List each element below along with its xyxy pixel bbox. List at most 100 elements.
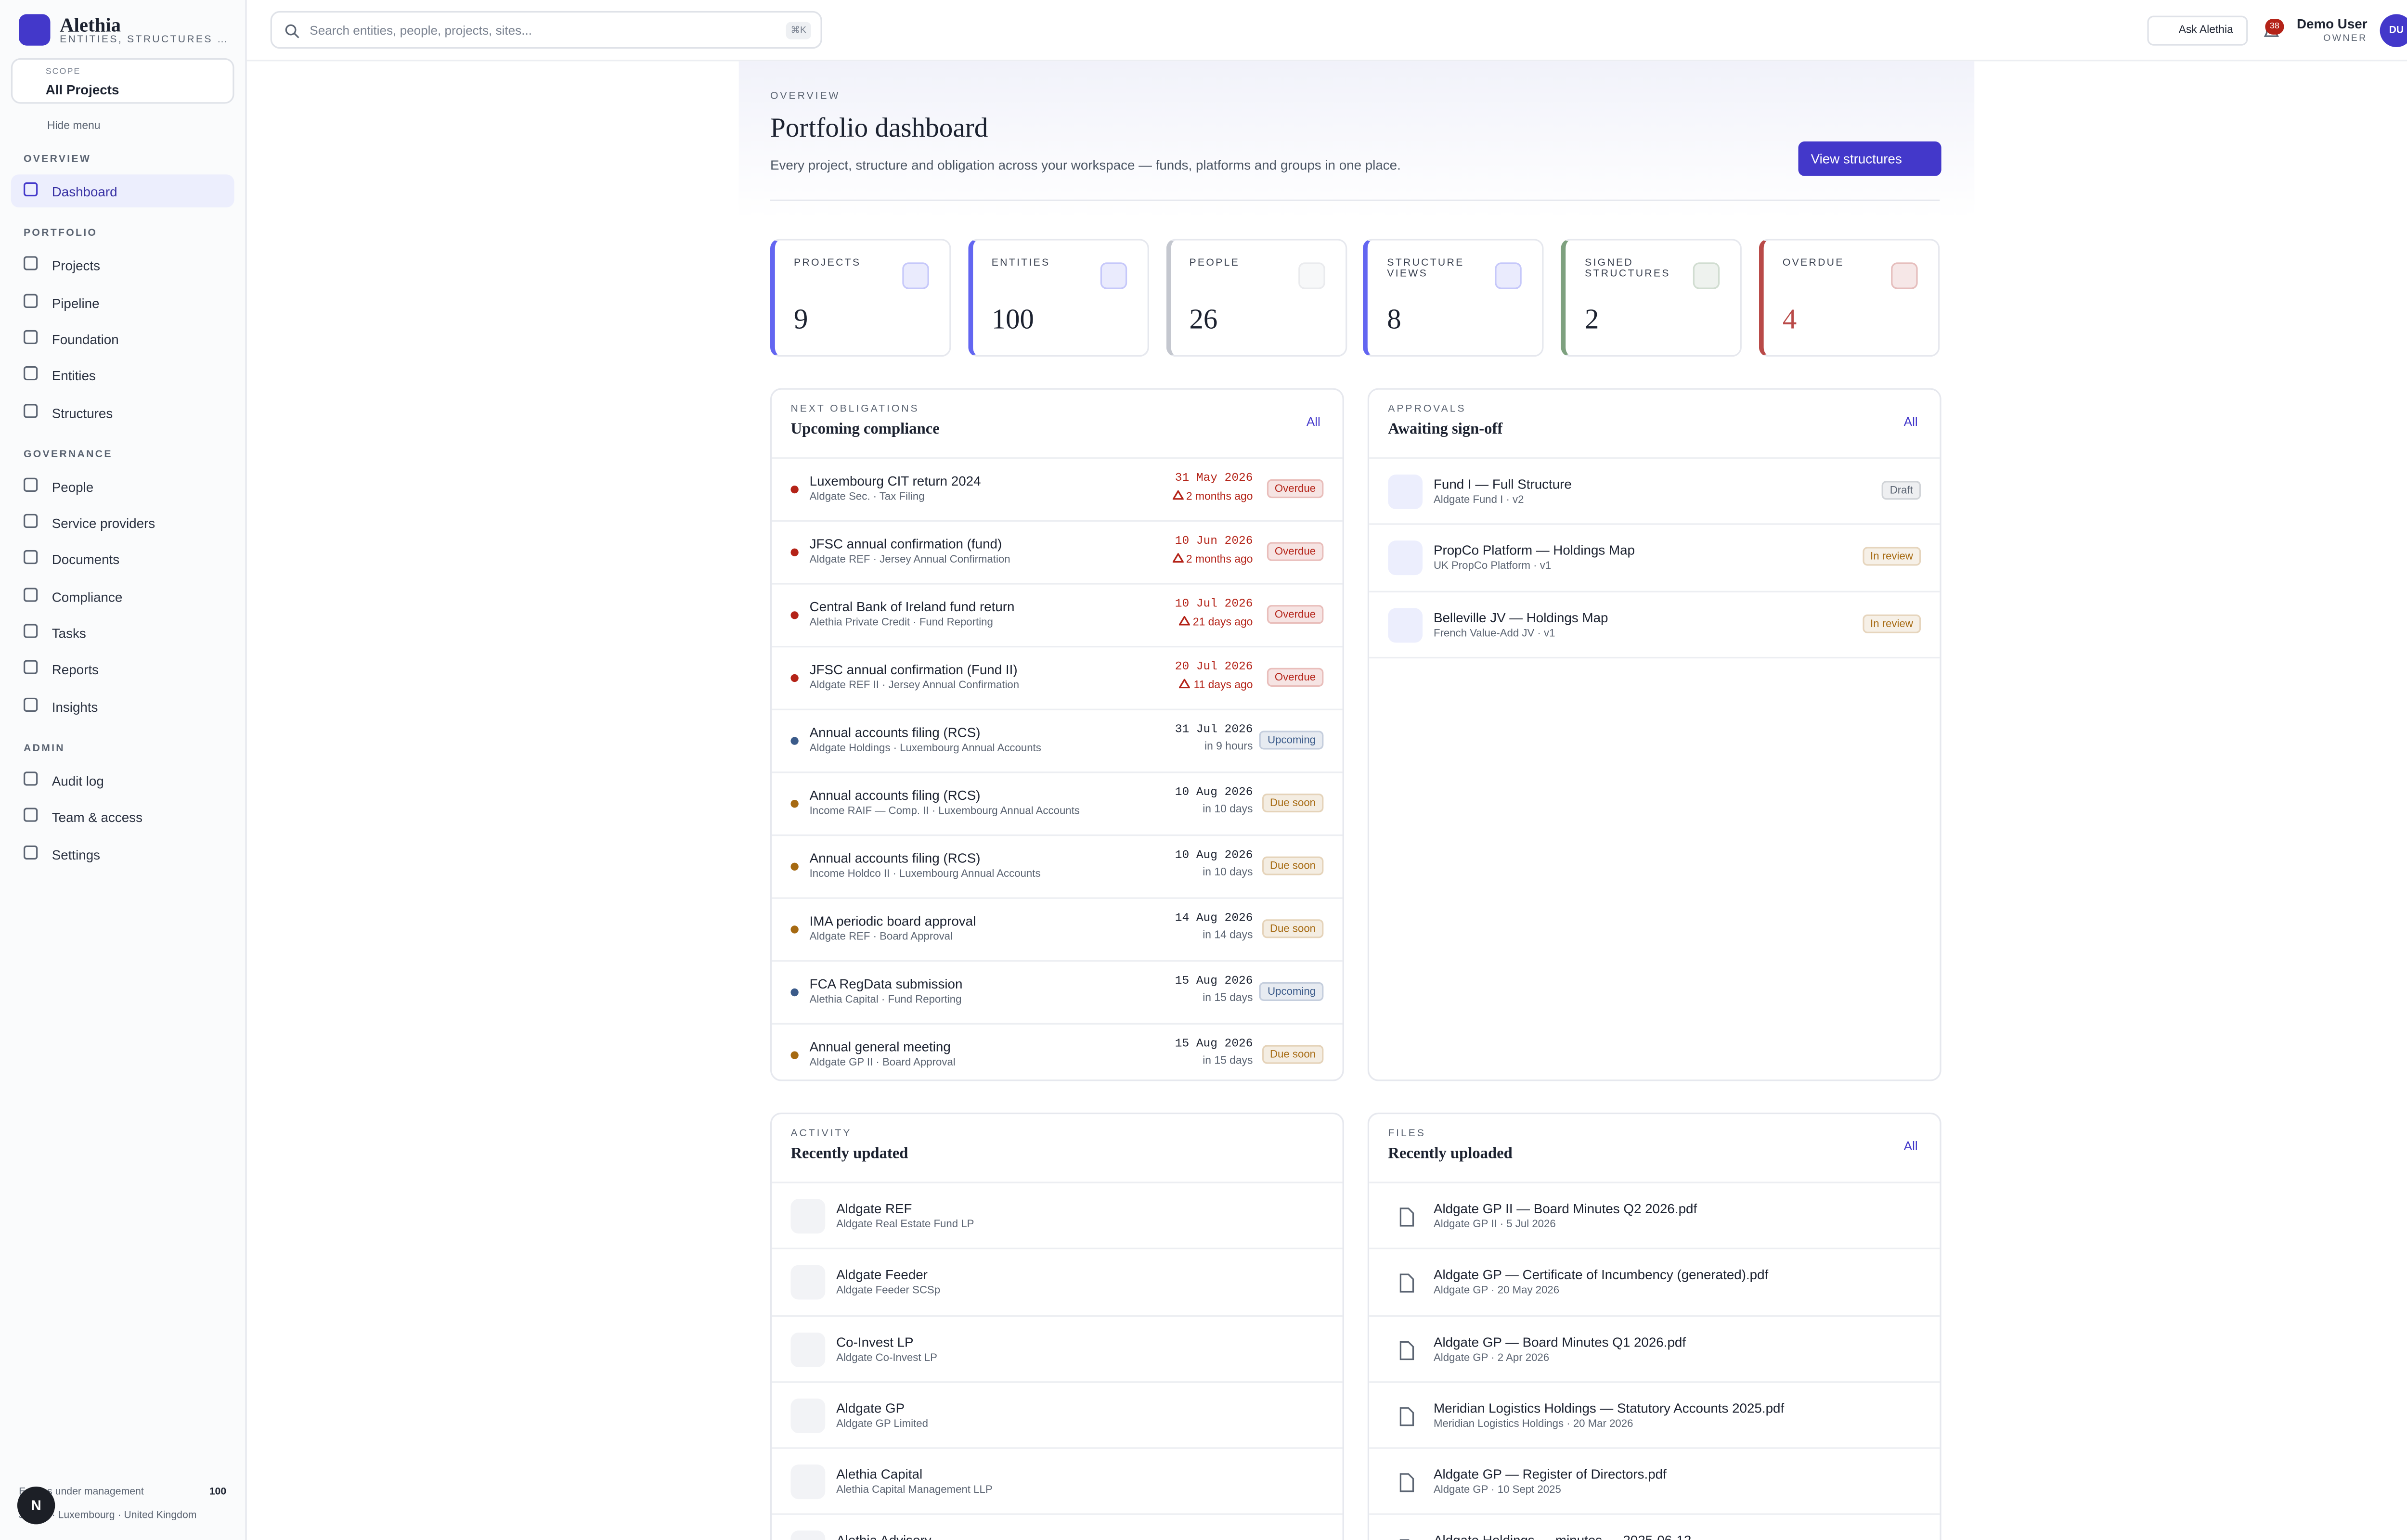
nav-item[interactable]: Entities xyxy=(11,359,234,392)
nav-item[interactable]: Team & access xyxy=(11,800,234,834)
status-dot xyxy=(790,611,799,619)
file-title: Aldgate GP II — Board Minutes Q2 2026.pd… xyxy=(1433,1200,1697,1217)
status-badge: Due soon xyxy=(1262,1045,1324,1064)
obligation-row[interactable]: Central Bank of Ireland fund return Aleth… xyxy=(772,585,1343,648)
activity-row[interactable]: Alethia Capital Alethia Capital Managemen… xyxy=(772,1449,1343,1516)
card-rows: Luxembourg CIT return 2024 Aldgate Sec. ·… xyxy=(772,457,1343,1079)
nav-item[interactable]: Settings xyxy=(11,837,234,870)
icon xyxy=(23,587,38,602)
approval-row[interactable]: Fund I — Full Structure Aldgate Fund I · … xyxy=(1369,459,1940,526)
approval-row[interactable]: PropCo Platform — Holdings Map UK PropCo … xyxy=(1369,526,1940,592)
card-eyebrow: APPROVALS xyxy=(1388,404,1466,415)
file-row[interactable]: Aldgate GP — Board Minutes Q1 2026.pdf Al… xyxy=(1369,1316,1940,1383)
stat-label: PEOPLE xyxy=(1189,257,1240,269)
icon xyxy=(23,403,38,417)
obligation-row[interactable]: Annual general meeting Aldgate GP II · Bo… xyxy=(772,1025,1342,1079)
card-link[interactable]: All xyxy=(1903,1139,1918,1154)
card-link[interactable]: All xyxy=(1306,415,1320,429)
status-badge: Due soon xyxy=(1262,793,1324,813)
stat-icon xyxy=(1100,262,1127,289)
activity-row[interactable]: Aldgate Feeder Aldgate Feeder SCSp xyxy=(772,1250,1343,1316)
status-dot xyxy=(790,862,799,871)
entity-icon xyxy=(790,1199,826,1234)
card-title: Upcoming compliance xyxy=(790,421,940,439)
card-link[interactable]: All xyxy=(1903,415,1918,429)
obligation-row[interactable]: Luxembourg CIT return 2024 Aldgate Sec. ·… xyxy=(772,459,1343,522)
hide-menu[interactable]: Hide menu xyxy=(47,121,101,132)
stat-label: ENTITIES xyxy=(991,257,1050,269)
warning-icon xyxy=(1171,552,1184,563)
nav-item[interactable]: Projects xyxy=(11,249,234,282)
status-dot xyxy=(790,737,799,745)
activity-title: Aldgate REF xyxy=(836,1200,912,1217)
status-dot xyxy=(790,674,799,682)
stat-value: 2 xyxy=(1585,303,1599,335)
nav-item[interactable]: Tasks xyxy=(11,616,234,649)
activity-meta: Alethia Capital Management LLP xyxy=(836,1485,993,1497)
obligation-date: 15 Aug 2026 xyxy=(1175,975,1253,988)
warning-icon xyxy=(1171,489,1184,500)
file-row[interactable]: Aldgate GP — Register of Directors.pdf Al… xyxy=(1369,1449,1940,1516)
obligation-row[interactable]: FCA RegData submission Alethia Capital · … xyxy=(772,962,1343,1025)
nav-item[interactable]: Pipeline xyxy=(11,285,234,319)
scope-label: SCOPE xyxy=(45,67,81,77)
scope-select[interactable]: SCOPE All Projects xyxy=(11,58,234,104)
nav-item[interactable]: People xyxy=(11,470,234,503)
obligation-relative: in 10 days xyxy=(1203,867,1253,879)
doc-icon xyxy=(1399,1407,1414,1426)
obligation-row[interactable]: Annual accounts filing (RCS) Income RAIF … xyxy=(772,773,1343,836)
status-dot xyxy=(790,800,799,808)
search-box[interactable]: Search entities, people, projects, sites… xyxy=(270,11,822,49)
file-row[interactable]: Aldgate GP — Certificate of Incumbency (… xyxy=(1369,1250,1940,1316)
activity-row[interactable]: Co-Invest LP Aldgate Co-Invest LP xyxy=(772,1316,1343,1383)
icon xyxy=(23,293,38,308)
nav-item[interactable]: Insights xyxy=(11,689,234,722)
obligation-row[interactable]: JFSC annual confirmation (fund) Aldgate R… xyxy=(772,522,1343,585)
nav-item[interactable]: Service providers xyxy=(11,506,234,539)
file-title: Aldgate GP — Board Minutes Q1 2026.pdf xyxy=(1433,1333,1686,1349)
nav-item[interactable]: Audit log xyxy=(11,764,234,797)
obligation-row[interactable]: Annual accounts filing (RCS) Aldgate Hold… xyxy=(772,710,1343,773)
help-badge[interactable]: N xyxy=(17,1486,55,1525)
obligation-meta: Income Holdco II · Luxembourg Annual Acc… xyxy=(809,869,1041,880)
file-row[interactable]: Aldgate Holdings — minutes — 2025-06-12A… xyxy=(1369,1515,1940,1540)
view-structures-button[interactable]: View structures xyxy=(1798,141,1941,176)
page-subtitle: Every project, structure and obligation … xyxy=(770,157,1401,173)
nav-item[interactable]: Foundation xyxy=(11,322,234,355)
card-title: Recently updated xyxy=(790,1145,908,1163)
obligation-title: IMA periodic board approval xyxy=(809,913,976,929)
card-eyebrow: FILES xyxy=(1388,1128,1426,1140)
user-avatar[interactable]: DU xyxy=(2380,14,2407,47)
stat-icon xyxy=(1891,262,1918,289)
obligation-row[interactable]: Annual accounts filing (RCS) Income Holdc… xyxy=(772,836,1343,899)
ask-button[interactable]: Ask Alethia xyxy=(2147,15,2248,46)
stat-icon xyxy=(1297,262,1325,289)
activity-row[interactable]: Aldgate GP Aldgate GP Limited xyxy=(772,1383,1343,1450)
doc-icon xyxy=(1399,1340,1414,1360)
activity-row[interactable]: Alethia AdvisoryAlethia Advisory Limited xyxy=(772,1515,1342,1540)
warning-icon xyxy=(1178,678,1191,689)
obligation-row[interactable]: JFSC annual confirmation (Fund II) Aldgat… xyxy=(772,647,1343,710)
nav-item[interactable]: Compliance xyxy=(11,579,234,613)
file-row[interactable]: Meridian Logistics Holdings — Statutory … xyxy=(1369,1383,1940,1450)
approval-icon xyxy=(1388,541,1423,576)
brand-name: Alethia xyxy=(60,14,121,37)
activity-row[interactable]: Aldgate REF Aldgate Real Estate Fund LP xyxy=(772,1183,1343,1250)
page-eyebrow: OVERVIEW xyxy=(770,91,841,103)
file-meta: Meridian Logistics Holdings · 20 Mar 202… xyxy=(1433,1419,1633,1430)
nav-item[interactable]: Reports xyxy=(11,653,234,686)
divider xyxy=(770,199,1940,201)
stat-label: PROJECTS xyxy=(793,257,861,269)
file-icon xyxy=(1388,1332,1423,1367)
file-row[interactable]: Aldgate GP II — Board Minutes Q2 2026.pd… xyxy=(1369,1183,1940,1250)
header-band xyxy=(738,61,1975,218)
nav-item[interactable]: Structures xyxy=(11,395,234,428)
obligation-row[interactable]: IMA periodic board approval Aldgate REF ·… xyxy=(772,899,1343,962)
obligations-card: NEXT OBLIGATIONS Upcoming compliance All Lu… xyxy=(770,388,1344,1081)
nav-item[interactable]: Documents xyxy=(11,543,234,576)
obligation-relative: 11 days ago xyxy=(1178,678,1253,692)
obligation-meta: Aldgate GP II · Board Approval xyxy=(809,1057,956,1069)
nav-item[interactable]: Dashboard xyxy=(11,174,234,208)
stat-icon xyxy=(1693,262,1720,289)
approval-row[interactable]: Belleville JV — Holdings Map French Value… xyxy=(1369,592,1940,658)
